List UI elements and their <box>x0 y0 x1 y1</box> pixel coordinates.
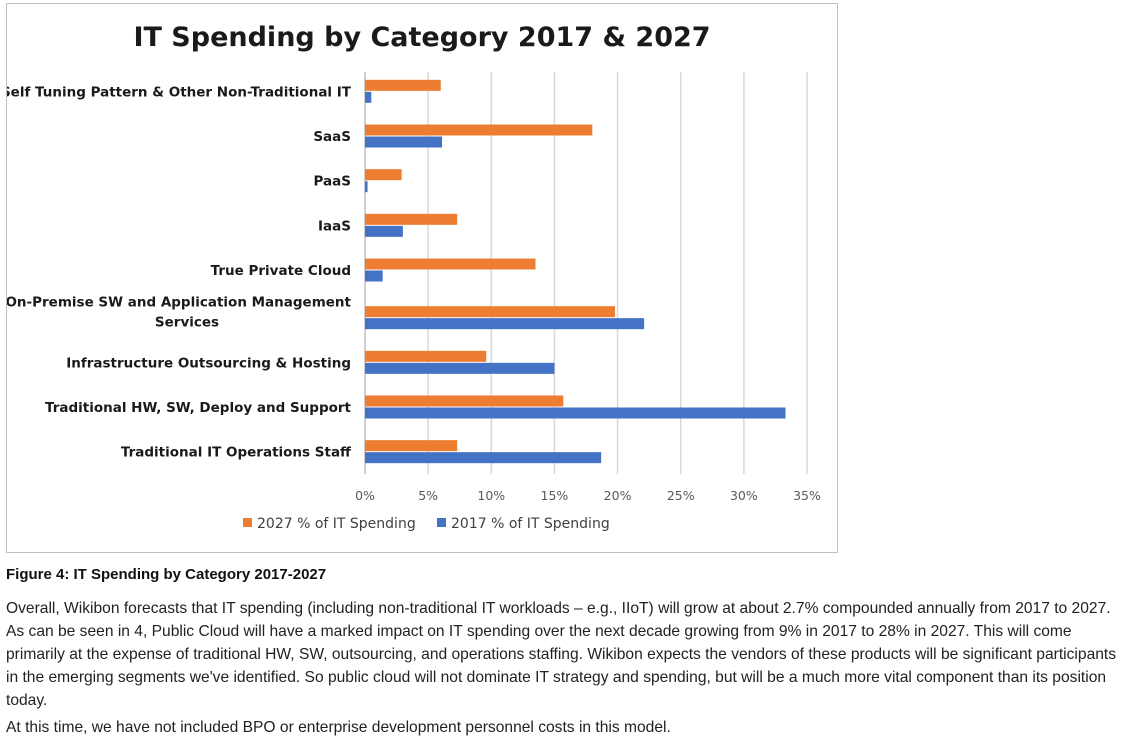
bar-2017 <box>365 318 645 330</box>
bar-2017 <box>365 136 443 148</box>
legend-label: 2017 % of IT Spending <box>451 516 610 532</box>
x-tick-label: 5% <box>418 488 438 503</box>
bar-2017 <box>365 362 555 374</box>
category-label: Traditional IT Operations Staff <box>121 445 352 461</box>
bar-2017 <box>365 452 602 464</box>
legend-label: 2027 % of IT Spending <box>257 516 416 532</box>
bar-2027 <box>365 258 536 270</box>
body-paragraph: At this time, we have not included BPO o… <box>6 719 671 736</box>
bar-2017 <box>365 270 383 282</box>
bar-2017 <box>365 407 786 419</box>
x-tick-label: 25% <box>667 488 695 503</box>
bar-2027 <box>365 306 616 318</box>
category-label: Services <box>155 315 219 331</box>
x-tick-label: 20% <box>604 488 632 503</box>
legend-swatch <box>243 518 252 527</box>
bar-2027 <box>365 350 487 362</box>
x-tick-label: 30% <box>730 488 758 503</box>
bar-2017 <box>365 91 372 103</box>
bar-2017 <box>365 181 368 193</box>
bar-2027 <box>365 169 402 181</box>
category-label: PaaS <box>314 174 351 190</box>
category-label: Traditional HW, SW, Deploy and Support <box>45 400 352 416</box>
bar-2017 <box>365 225 403 237</box>
category-label: On-Premise SW and Application Management <box>7 295 352 311</box>
bar-2027 <box>365 213 458 225</box>
bar-chart: IT Spending by Category 2017 & 2027 0% 5% 1… <box>7 22 821 532</box>
body-paragraph: Overall, Wikibon forecasts that IT spend… <box>6 600 1117 709</box>
x-tick-label: 35% <box>793 488 821 503</box>
bar-2027 <box>365 440 458 452</box>
bar-2027 <box>365 395 564 407</box>
x-tick-label: 10% <box>477 488 505 503</box>
category-label: SaaS <box>313 129 351 145</box>
category-label: Infrastructure Outsourcing & Hosting <box>66 355 351 371</box>
x-tick-label: 15% <box>541 488 569 503</box>
bar-2027 <box>365 124 593 136</box>
category-label: IaaS <box>318 218 351 234</box>
category-label: True Private Cloud <box>211 263 351 279</box>
chart-title: IT Spending by Category 2017 & 2027 <box>133 22 710 53</box>
bar-2027 <box>365 79 441 91</box>
category-label: Self Tuning Pattern & Other Non-Traditio… <box>7 84 352 100</box>
chart-figure: IT Spending by Category 2017 & 2027 0% 5% 1… <box>6 3 838 553</box>
x-tick-label: 0% <box>355 488 375 503</box>
figure-caption: Figure 4: IT Spending by Category 2017-2… <box>6 566 327 583</box>
legend-swatch <box>437 518 446 527</box>
